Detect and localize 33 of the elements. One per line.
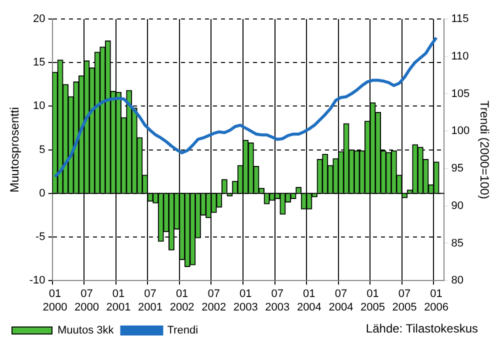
y2-tick-label: 100 (451, 125, 470, 138)
x-tick-label: 01 2002 (170, 288, 194, 314)
y2-tick-label: 95 (451, 162, 464, 175)
y2-axis-title: Trendi (2000=100) (477, 100, 492, 200)
x-tick-label: 07 2001 (138, 288, 163, 314)
y-tick-label: -10 (29, 274, 46, 287)
legend-label: Muutos 3kk (58, 324, 114, 337)
y2-tick-label: 105 (451, 88, 470, 100)
x-tick-label: 07 2005 (392, 288, 417, 314)
x-tick-label: 07 2002 (202, 288, 226, 314)
legend-label: Trendi (167, 324, 198, 337)
x-tick-label: 07 2000 (74, 288, 99, 314)
x-tick-label: 01 2003 (233, 288, 258, 314)
x-tick-label: 01 2005 (360, 288, 385, 314)
x-tick-label: 07 2003 (265, 288, 290, 314)
y2-tick-label: 110 (451, 50, 469, 62)
x-tick-label: 01 2004 (296, 288, 322, 314)
y2-tick-label: 85 (451, 237, 464, 250)
x-tick-label: 01 2006 (424, 288, 449, 314)
y-tick-label: 20 (33, 13, 46, 26)
y-tick-label: 15 (33, 56, 46, 69)
y-tick-label: 10 (33, 100, 46, 112)
y2-tick-label: 80 (451, 274, 464, 287)
y-tick-label: 5 (39, 144, 46, 156)
y-axis-title: Muutosprosentti (8, 107, 22, 192)
y2-tick-label: 90 (451, 200, 464, 212)
y2-tick-label: 115 (451, 13, 469, 26)
x-tick-label: 01 2001 (106, 288, 131, 314)
y-tick-label: -5 (36, 231, 46, 244)
text: Lähde: Tilastokeskus (366, 321, 478, 336)
y-tick-label: 0 (39, 187, 46, 200)
x-tick-label: 01 2000 (42, 288, 68, 314)
x-tick-label: 07 2004 (328, 288, 354, 314)
